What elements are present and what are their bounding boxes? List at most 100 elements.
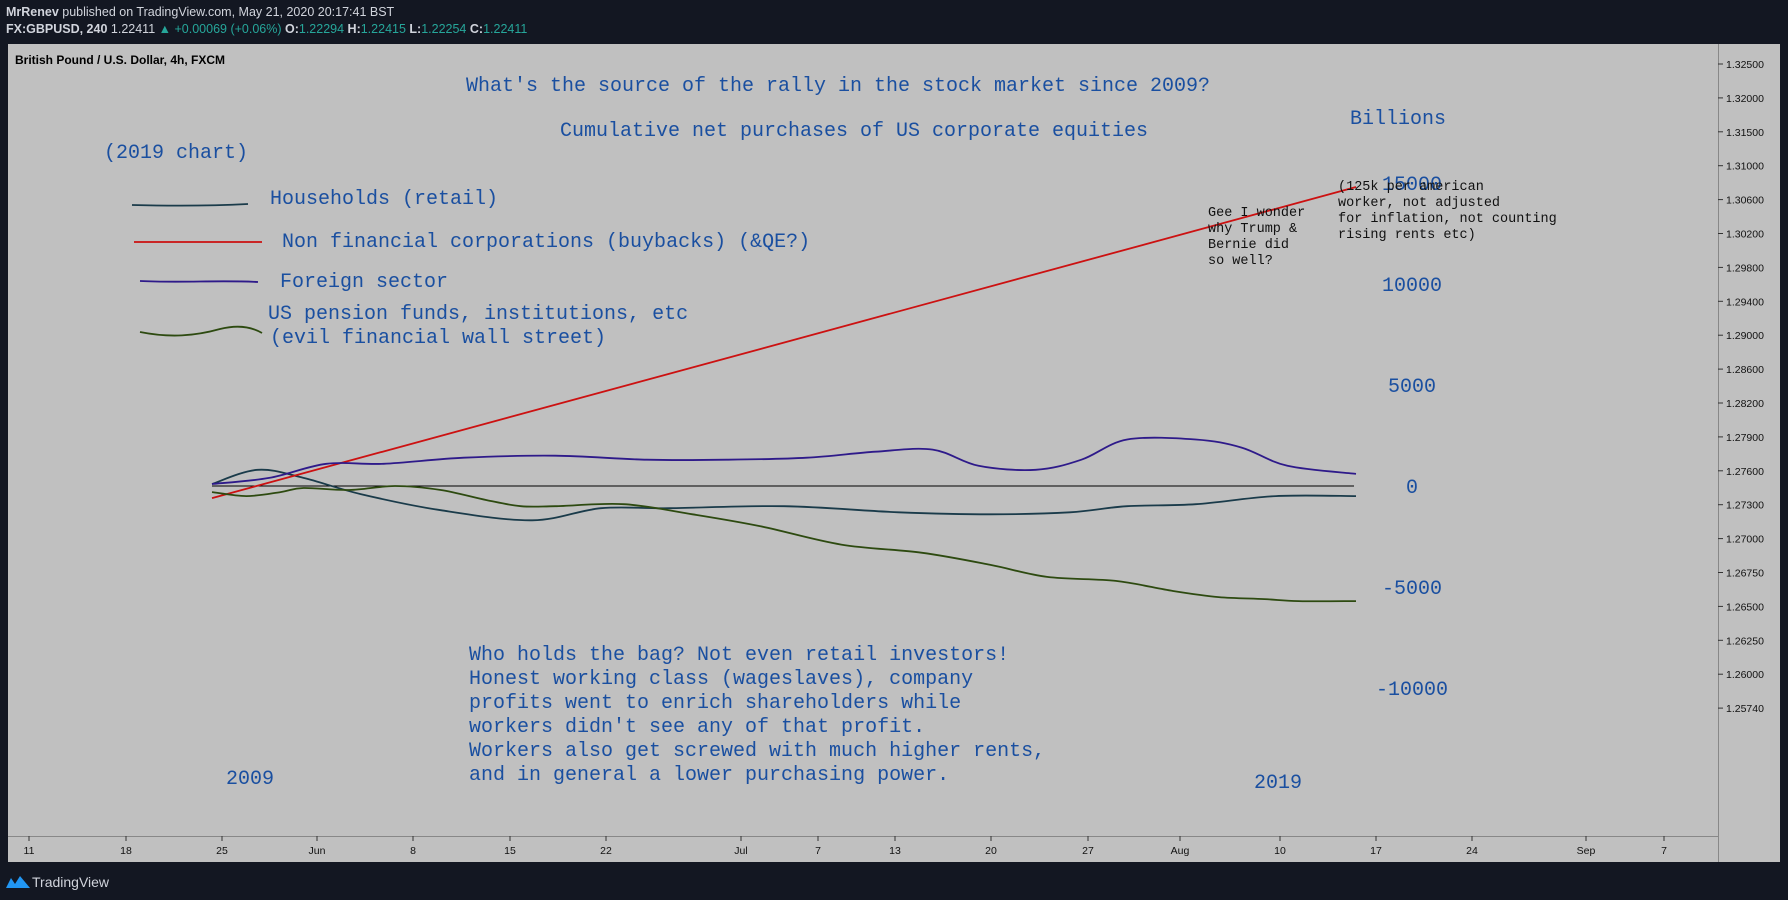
price-axis-label: 1.26750 [1726,568,1764,580]
chart-note: (2019 chart) [104,142,248,165]
legend-label-3-line2: (evil financial wall street) [270,327,606,350]
time-axis-label: 15 [504,845,516,857]
annotation-wonder-line: so well? [1208,254,1273,269]
time-axis-label: Sep [1577,845,1596,857]
tradingview-logo-icon[interactable] [6,875,30,889]
symbol[interactable]: FX:GBPUSD, 240 [6,22,108,36]
time-axis-label: Aug [1171,845,1190,857]
value-label: -5000 [1382,578,1442,601]
series-line-2 [211,436,1357,485]
annotation-bag-line: and in general a lower purchasing power. [469,764,949,787]
annotation-bag-line: Honest working class (wageslaves), compa… [469,668,973,691]
symbol-info: FX:GBPUSD, 240 1.22411 ▲ +0.00069 (+0.06… [6,22,527,36]
publish-info: MrRenev published on TradingView.com, Ma… [6,5,394,19]
time-axis-label: 8 [410,845,416,857]
chart-subtitle: Cumulative net purchases of US corporate… [560,120,1148,143]
price-axis-label: 1.32500 [1726,59,1764,71]
annotation-per-worker-line: rising rents etc) [1338,228,1476,243]
high-label: H: [344,22,361,36]
annotation-per-worker-line: (125k per american [1338,180,1484,195]
legend-label-1: Non financial corporations (buybacks) (&… [282,231,810,254]
series-line-3 [211,485,1357,603]
time-axis-label: 18 [120,845,132,857]
time-axis-label: 22 [600,845,612,857]
chart-header: MrRenev published on TradingView.com, Ma… [0,0,1788,42]
value-label: 5000 [1388,376,1436,399]
low-value: 1.22254 [421,22,467,36]
price-axis-label: 1.26500 [1726,601,1764,613]
close-label: C: [466,22,484,36]
price-axis-label: 1.26000 [1726,669,1764,681]
price-axis-label: 1.30200 [1726,229,1764,241]
pair-label: British Pound / U.S. Dollar, 4h, FXCM [15,53,225,67]
low-label: L: [405,22,422,36]
price-axis-label: 1.27300 [1726,500,1764,512]
left-year-label: 2009 [226,768,274,791]
legend-swatch-0 [131,203,249,207]
legend-label-3: US pension funds, institutions, etc [268,303,688,326]
price-axis-label: 1.26250 [1726,635,1764,647]
price-axis-label: 1.29000 [1726,330,1764,342]
right-year-label: 2019 [1254,772,1302,795]
value-label: 0 [1406,477,1418,500]
price-axis-label: 1.31000 [1726,161,1764,173]
time-axis-label: 11 [24,845,35,857]
legend-swatch-2 [139,280,259,283]
legend-label-2: Foreign sector [280,271,448,294]
price-axis-label: 1.27900 [1726,432,1764,444]
value-label: -10000 [1376,679,1448,702]
publish-date: published on TradingView.com, May 21, 20… [58,5,395,19]
high-value: 1.22415 [360,22,406,36]
time-axis-label: Jul [734,845,747,857]
author-name[interactable]: MrRenev [6,5,59,19]
last-price: 1.22411 [107,22,156,36]
time-axis-label: 17 [1370,845,1382,857]
price-axis-label: 1.32000 [1726,93,1764,105]
legend-label-0: Households (retail) [270,188,498,211]
close-value: 1.22411 [483,22,528,36]
series-line-0 [211,468,1357,522]
annotation-bag-line: workers didn't see any of that profit. [469,716,925,739]
value-label: 15000 [1382,174,1442,197]
price-axis[interactable] [1718,44,1780,862]
price-axis-label: 1.27600 [1726,466,1764,478]
annotation-wonder-line: Gee I wonder [1208,206,1305,221]
time-axis-label: 25 [216,845,228,857]
annotation-bag-line: Who holds the bag? Not even retail inves… [469,644,1009,667]
unit-label: Billions [1350,108,1446,131]
open-label: O: [281,22,299,36]
annotation-per-worker-line: worker, not adjusted [1338,196,1500,211]
time-axis-label: Jun [309,845,326,857]
annotation-wonder-line: why Trump & [1208,222,1297,237]
time-axis[interactable] [8,836,1718,862]
series-line-1 [211,186,1357,499]
annotation-bag-line: Workers also get screwed with much highe… [469,740,1045,763]
price-axis-label: 1.27000 [1726,534,1764,546]
annotation-bag-line: profits went to enrich shareholders whil… [469,692,961,715]
time-axis-label: 10 [1274,845,1286,857]
footer: TradingView [0,862,1788,900]
time-axis-label: 24 [1466,845,1478,857]
price-axis-label: 1.30600 [1726,195,1764,207]
price-axis-label: 1.25740 [1726,703,1764,715]
price-axis-label: 1.29400 [1726,296,1764,308]
time-axis-label: 7 [1661,845,1667,857]
legend-swatch-3 [139,325,263,337]
value-label: 10000 [1382,275,1442,298]
price-axis-label: 1.29800 [1726,262,1764,274]
time-axis-label: 7 [815,845,821,857]
price-axis-label: 1.28200 [1726,398,1764,410]
time-axis-label: 20 [985,845,997,857]
annotation-per-worker-line: for inflation, not counting [1338,212,1557,227]
time-axis-label: 13 [889,845,901,857]
tradingview-label[interactable]: TradingView [32,874,110,890]
chart-area[interactable] [8,44,1718,836]
annotation-wonder-line: Bernie did [1208,238,1289,253]
chart-title: What's the source of the rally in the st… [466,75,1210,98]
time-axis-label: 27 [1082,845,1094,857]
price-change: ▲ +0.00069 (+0.06%) [158,22,282,36]
open-value: 1.22294 [298,22,345,36]
price-axis-label: 1.28600 [1726,364,1764,376]
price-axis-label: 1.31500 [1726,127,1764,139]
